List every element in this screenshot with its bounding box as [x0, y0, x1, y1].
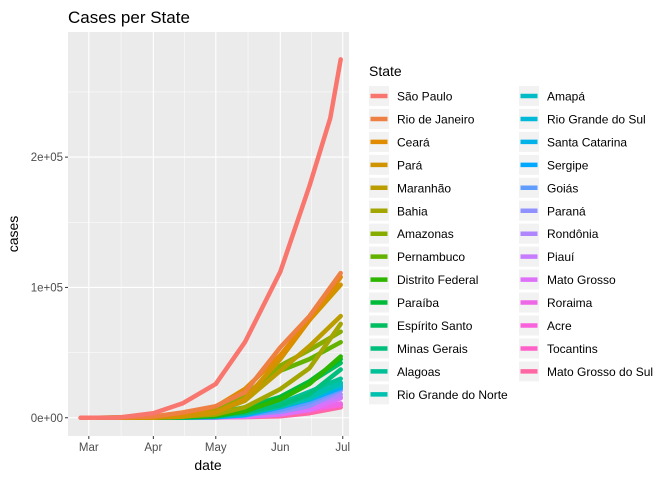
legend-label: Espírito Santo: [397, 319, 473, 333]
legend-item: Amapá: [519, 86, 585, 106]
x-tick-label: Apr: [144, 442, 162, 454]
legend-item: Espírito Santo: [369, 315, 473, 336]
legend-item: Pará: [369, 154, 423, 175]
legend-label: Pernambuco: [397, 250, 465, 264]
minor-gridlines: [68, 32, 349, 436]
legend-label: Roraima: [547, 296, 593, 310]
legend-item: Bahia: [369, 200, 428, 221]
legend-label: Mato Grosso do Sul: [547, 365, 653, 379]
y-axis: 0e+00 1e+05 2e+05: [31, 152, 68, 425]
legend-label: Acre: [547, 319, 572, 333]
legend-label: Tocantins: [547, 342, 598, 356]
legend-item: Santa Catarina: [519, 131, 627, 152]
legend-label: São Paulo: [397, 90, 453, 104]
legend-item: Pernambuco: [369, 246, 465, 267]
legend-item: Piauí: [519, 246, 575, 267]
legend-item: Minas Gerais: [369, 338, 468, 359]
x-axis-title: date: [194, 457, 221, 473]
x-axis: Mar Apr May Jun Jul: [79, 436, 350, 454]
y-tick-label: 1e+05: [31, 282, 63, 294]
legend-item: Mato Grosso: [519, 269, 616, 290]
legend-label: Distrito Federal: [397, 273, 478, 287]
y-axis-title: cases: [5, 216, 21, 253]
legend-item: Rio de Janeiro: [369, 108, 475, 129]
panel-background: [68, 32, 349, 436]
legend-item: Distrito Federal: [369, 269, 478, 290]
legend-label: Sergipe: [547, 158, 589, 172]
legend-item: Maranhão: [369, 177, 451, 198]
legend-item: Paraíba: [369, 292, 439, 313]
legend-label: Rondônia: [547, 227, 599, 241]
legend-label: Ceará: [397, 135, 430, 149]
legend-label: Alagoas: [397, 365, 440, 379]
legend-item: Roraima: [519, 292, 593, 313]
legend-item: Acre: [519, 315, 572, 336]
legend-item: Rio Grande do Sul: [519, 108, 646, 129]
legend-label: Maranhão: [397, 181, 451, 195]
legend-title: State: [369, 63, 402, 79]
legend-label: Rio Grande do Norte: [397, 388, 508, 402]
x-tick-label: Jul: [335, 442, 350, 454]
legend-item: Amazonas: [369, 223, 454, 244]
legend-item: Ceará: [369, 131, 430, 152]
legend-label: Amazonas: [397, 227, 454, 241]
series-line: [78, 57, 343, 421]
legend-label: Bahia: [397, 204, 428, 218]
legend-item: Alagoas: [369, 361, 440, 382]
chart-title: Cases per State: [68, 8, 190, 27]
series-line: [94, 270, 343, 421]
x-tick-label: May: [205, 442, 227, 454]
legend-label: Piauí: [547, 250, 575, 264]
legend-label: Minas Gerais: [397, 342, 468, 356]
legend-label: Amapá: [547, 90, 585, 104]
x-tick-label: Jun: [271, 442, 290, 454]
legend: São Paulo Rio de Janeiro Ceará Pará Maranhão…: [369, 86, 653, 405]
x-tick-label: Mar: [79, 442, 99, 454]
legend-item: Rio Grande do Norte: [369, 384, 508, 405]
legend-item: Tocantins: [519, 338, 598, 359]
legend-label: Santa Catarina: [547, 135, 627, 149]
legend-item: Sergipe: [519, 154, 589, 175]
legend-item: Rondônia: [519, 223, 599, 244]
series-lines: [78, 57, 343, 421]
legend-item: Mato Grosso do Sul: [519, 361, 653, 382]
legend-item: Goiás: [519, 177, 578, 198]
legend-label: Pará: [397, 158, 423, 172]
legend-label: Rio de Janeiro: [397, 112, 475, 126]
legend-item: Paraná: [519, 200, 586, 221]
legend-label: Paraná: [547, 204, 586, 218]
legend-label: Goiás: [547, 181, 578, 195]
legend-item: São Paulo: [369, 86, 453, 106]
y-tick-label: 2e+05: [31, 152, 63, 164]
legend-label: Rio Grande do Sul: [547, 112, 646, 126]
legend-label: Paraíba: [397, 296, 439, 310]
legend-label: Mato Grosso: [547, 273, 616, 287]
y-tick-label: 0e+00: [31, 413, 63, 425]
